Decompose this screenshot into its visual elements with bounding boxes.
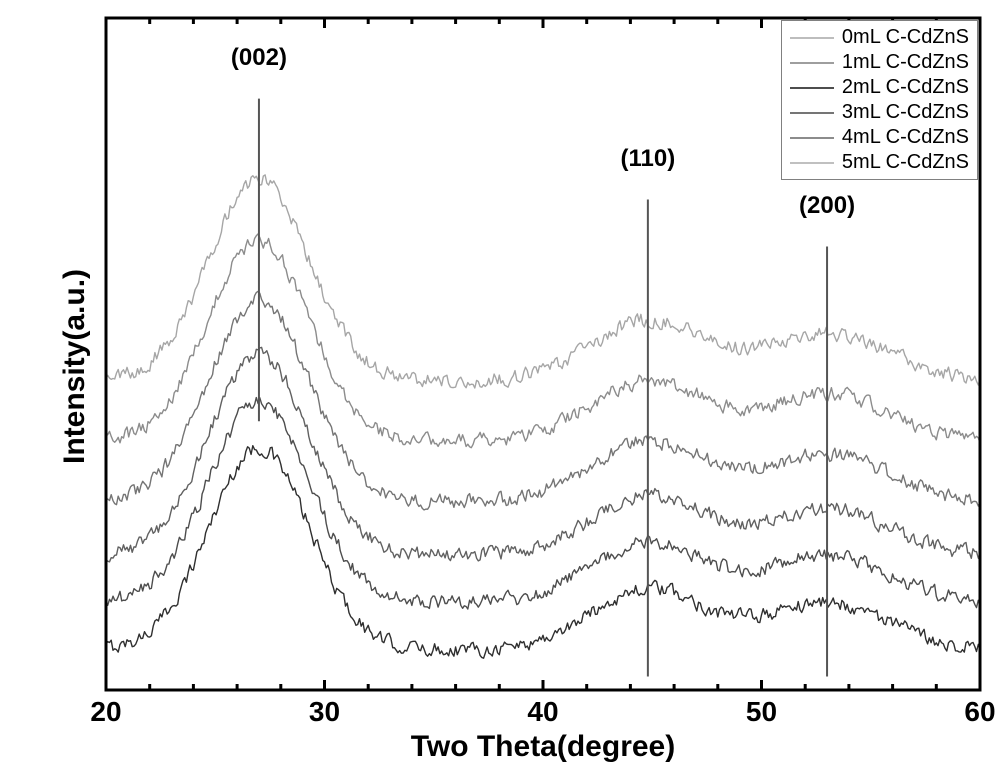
x-tick-label: 40 bbox=[503, 696, 583, 728]
legend-swatch bbox=[790, 137, 834, 139]
peak-label: (002) bbox=[209, 44, 309, 72]
legend-label: 0mL C-CdZnS bbox=[842, 25, 969, 50]
y-axis-label: Intensity(a.u.) bbox=[58, 269, 92, 464]
legend-item: 5mL C-CdZnS bbox=[790, 150, 969, 175]
legend-item: 1mL C-CdZnS bbox=[790, 50, 969, 75]
legend-item: 4mL C-CdZnS bbox=[790, 125, 969, 150]
x-tick-label: 30 bbox=[285, 696, 365, 728]
legend-label: 4mL C-CdZnS bbox=[842, 125, 969, 150]
legend-swatch bbox=[790, 162, 834, 164]
legend-swatch bbox=[790, 62, 834, 64]
x-tick-label: 50 bbox=[722, 696, 802, 728]
peak-label: (110) bbox=[598, 145, 698, 173]
legend-swatch bbox=[790, 87, 834, 89]
legend-item: 0mL C-CdZnS bbox=[790, 25, 969, 50]
legend-item: 2mL C-CdZnS bbox=[790, 75, 969, 100]
legend-label: 2mL C-CdZnS bbox=[842, 75, 969, 100]
x-axis-label: Two Theta(degree) bbox=[106, 730, 980, 764]
peak-label: (200) bbox=[777, 192, 877, 220]
legend-label: 5mL C-CdZnS bbox=[842, 150, 969, 175]
legend-swatch bbox=[790, 112, 834, 114]
x-tick-label: 20 bbox=[66, 696, 146, 728]
legend-swatch bbox=[790, 37, 834, 39]
x-tick-label: 60 bbox=[940, 696, 1000, 728]
xrd-chart: Intensity(a.u.) Two Theta(degree) 0mL C-… bbox=[0, 0, 1000, 784]
legend-label: 1mL C-CdZnS bbox=[842, 50, 969, 75]
legend-label: 3mL C-CdZnS bbox=[842, 100, 969, 125]
legend-item: 3mL C-CdZnS bbox=[790, 100, 969, 125]
legend: 0mL C-CdZnS1mL C-CdZnS2mL C-CdZnS3mL C-C… bbox=[781, 20, 978, 180]
